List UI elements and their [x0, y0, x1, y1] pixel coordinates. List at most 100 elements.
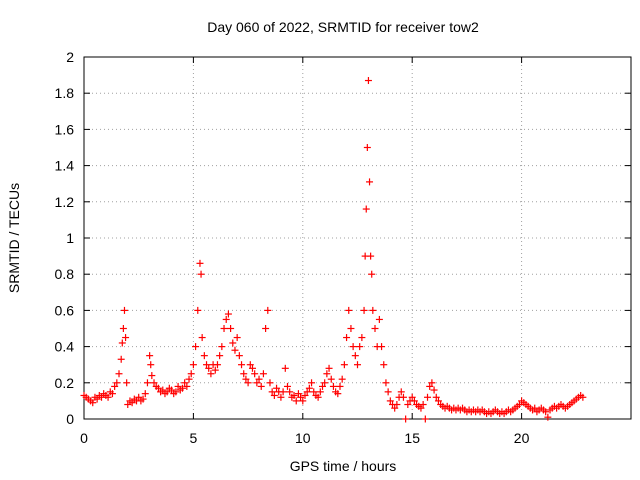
data-point — [297, 393, 305, 401]
data-point — [314, 393, 322, 401]
data-point — [290, 391, 298, 399]
data-point — [426, 382, 434, 390]
data-point — [244, 379, 252, 387]
data-point — [119, 325, 127, 332]
data-point — [345, 306, 353, 314]
data-point — [185, 375, 193, 383]
data-point — [417, 404, 425, 412]
data-point — [150, 379, 158, 387]
data-point — [104, 393, 112, 401]
data-point — [354, 361, 361, 369]
y-tick-label: 1.2 — [55, 194, 75, 210]
data-point — [391, 404, 399, 412]
data-point — [294, 390, 302, 398]
data-point — [432, 393, 440, 401]
data-point — [356, 343, 364, 351]
data-point — [301, 391, 309, 399]
data-point — [117, 355, 125, 363]
data-point — [531, 404, 539, 412]
data-point — [238, 361, 246, 369]
data-point — [338, 375, 346, 383]
data-point — [327, 375, 335, 383]
data-point — [430, 386, 438, 394]
data-point — [329, 382, 337, 390]
x-tick-label: 15 — [404, 430, 420, 446]
x-tick-label: 5 — [190, 430, 198, 446]
data-point — [292, 397, 300, 405]
data-point — [334, 390, 342, 398]
data-point — [434, 397, 442, 405]
chart-title: Day 060 of 2022, SRMTID for receiver tow… — [207, 19, 479, 35]
data-point — [318, 382, 326, 390]
plot-frame — [83, 56, 632, 420]
data-point — [382, 379, 390, 387]
y-tick-label: 0.8 — [55, 266, 75, 282]
data-point — [89, 399, 97, 407]
data-point — [174, 382, 182, 390]
y-tick-label: 0 — [66, 411, 74, 427]
x-tick-label: 10 — [295, 430, 311, 446]
data-point — [93, 395, 101, 403]
data-point — [364, 77, 372, 85]
data-point — [399, 393, 407, 401]
data-point — [303, 388, 311, 396]
data-point — [231, 346, 239, 354]
data-point — [198, 334, 206, 342]
data-point — [229, 339, 237, 347]
data-point — [189, 361, 197, 369]
data-point — [323, 370, 331, 378]
data-point — [122, 334, 130, 342]
data-point — [402, 415, 410, 423]
data-point — [321, 379, 329, 387]
data-point — [336, 382, 344, 390]
y-tick-label: 2 — [66, 49, 74, 65]
data-point — [192, 343, 200, 351]
data-point — [279, 388, 287, 396]
y-tick-label: 0.6 — [55, 302, 75, 318]
data-point — [222, 315, 230, 323]
data-point — [196, 259, 204, 267]
data-point — [259, 370, 267, 378]
data-point — [299, 397, 307, 405]
data-point — [172, 388, 180, 396]
data-point — [147, 361, 155, 369]
y-tick-label: 1.8 — [55, 85, 75, 101]
data-point — [159, 386, 167, 394]
data-point — [220, 325, 228, 332]
data-point — [515, 401, 523, 409]
data-point — [115, 370, 123, 378]
data-point — [197, 270, 205, 278]
data-point — [308, 379, 316, 387]
data-point — [240, 370, 248, 378]
data-point — [270, 391, 278, 399]
data-point — [421, 415, 429, 423]
data-point — [123, 379, 131, 387]
data-point — [360, 306, 368, 314]
data-point — [207, 370, 215, 378]
data-point — [224, 310, 232, 318]
data-point — [154, 384, 162, 392]
data-point — [143, 379, 151, 387]
data-point — [168, 386, 176, 394]
data-point — [111, 382, 119, 390]
data-point — [248, 364, 256, 372]
data-point — [200, 352, 208, 360]
data-point — [380, 361, 388, 369]
data-point — [233, 334, 241, 342]
data-point — [358, 334, 366, 342]
data-point — [273, 384, 281, 392]
data-point — [283, 382, 291, 390]
data-point — [163, 388, 171, 396]
data-point — [397, 388, 405, 396]
data-point — [227, 325, 235, 332]
data-point — [371, 325, 379, 332]
y-tick-label: 1.6 — [55, 121, 75, 137]
data-point — [242, 375, 250, 383]
y-tick-label: 0.4 — [55, 339, 75, 355]
data-point — [325, 364, 333, 372]
data-point — [257, 382, 265, 390]
data-point — [203, 361, 211, 369]
data-point — [98, 393, 106, 401]
data-point — [316, 388, 324, 396]
